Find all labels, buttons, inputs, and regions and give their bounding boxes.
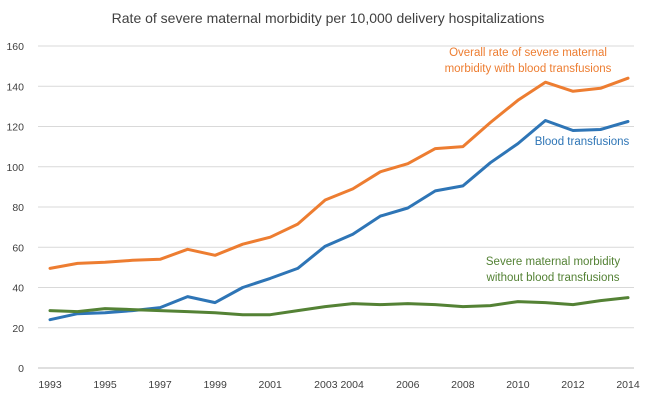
series-line-2 xyxy=(48,119,630,322)
x-tick-label: 2010 xyxy=(506,379,530,391)
x-tick-label: 1997 xyxy=(148,379,172,391)
x-tick-label: 1995 xyxy=(93,379,117,391)
y-tick-label: 120 xyxy=(6,122,24,134)
y-tick-label: 60 xyxy=(12,242,24,254)
series-annotation-2: Blood transfusions xyxy=(535,136,630,148)
x-tick-label: 2006 xyxy=(396,379,420,391)
annotation-line: Blood transfusions xyxy=(535,136,630,148)
series-annotations: Overall rate of severe maternal morbidity… xyxy=(445,47,630,284)
x-tick-label: 2014 xyxy=(616,379,640,391)
annotation-line: morbidity with blood transfusions xyxy=(445,63,612,75)
x-axis-ticks: 1993 1995 1997 1999 2001 2003 2004 2006 2008 201… xyxy=(38,379,640,391)
series-annotation-3: Severe maternal morbidity without blood t… xyxy=(486,256,621,284)
x-tick-label: 2003 2004 xyxy=(314,379,364,391)
gridlines xyxy=(38,45,634,369)
annotation-line: Severe maternal morbidity xyxy=(486,256,620,268)
x-tick-label: 1993 xyxy=(38,379,62,391)
series-lines xyxy=(48,76,630,322)
y-tick-label: 140 xyxy=(6,81,24,93)
y-tick-label: 80 xyxy=(12,202,24,214)
y-tick-label: 0 xyxy=(18,363,24,375)
x-tick-label: 1999 xyxy=(203,379,227,391)
y-tick-label: 100 xyxy=(6,162,24,174)
annotation-line: Overall rate of severe maternal xyxy=(449,47,607,59)
x-tick-label: 2012 xyxy=(561,379,585,391)
y-tick-label: 40 xyxy=(12,283,24,295)
series-annotation-1: Overall rate of severe maternal morbidity… xyxy=(445,47,612,75)
y-axis-ticks: 0 20 40 60 80 100 120 140 160 xyxy=(6,41,24,375)
series-line-1 xyxy=(48,76,630,270)
chart-title: Rate of severe maternal morbidity per 10… xyxy=(112,10,545,26)
x-tick-label: 2008 xyxy=(451,379,475,391)
series-line-3 xyxy=(48,296,630,317)
annotation-line: without blood transfusions xyxy=(486,272,620,284)
y-tick-label: 160 xyxy=(6,41,24,53)
y-tick-label: 20 xyxy=(12,323,24,335)
x-tick-label: 2001 xyxy=(259,379,283,391)
